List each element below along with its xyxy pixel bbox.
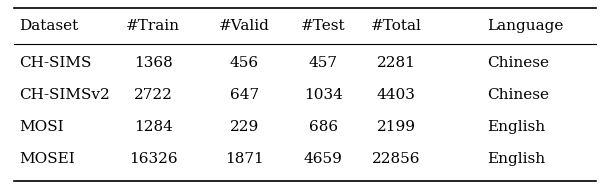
Text: 4659: 4659 — [304, 152, 343, 166]
Text: 647: 647 — [230, 88, 259, 102]
Text: 1034: 1034 — [304, 88, 343, 102]
Text: 456: 456 — [230, 56, 259, 70]
Text: #Total: #Total — [371, 19, 422, 33]
Text: 1871: 1871 — [225, 152, 264, 166]
Text: Chinese: Chinese — [487, 56, 549, 70]
Text: 22856: 22856 — [372, 152, 420, 166]
Text: 457: 457 — [309, 56, 338, 70]
Text: MOSI: MOSI — [20, 120, 64, 134]
Text: #Test: #Test — [301, 19, 345, 33]
Text: 2281: 2281 — [376, 56, 415, 70]
Text: 2199: 2199 — [376, 120, 415, 134]
Text: MOSEI: MOSEI — [20, 152, 76, 166]
Text: 16326: 16326 — [129, 152, 178, 166]
Text: 229: 229 — [229, 120, 259, 134]
Text: #Valid: #Valid — [219, 19, 270, 33]
Text: 1368: 1368 — [134, 56, 173, 70]
Text: 4403: 4403 — [376, 88, 415, 102]
Text: CH-SIMSv2: CH-SIMSv2 — [20, 88, 110, 102]
Text: English: English — [487, 120, 545, 134]
Text: Dataset: Dataset — [20, 19, 79, 33]
Text: 686: 686 — [309, 120, 338, 134]
Text: #Train: #Train — [126, 19, 180, 33]
Text: 2722: 2722 — [134, 88, 173, 102]
Text: English: English — [487, 152, 545, 166]
Text: CH-SIMS: CH-SIMS — [20, 56, 92, 70]
Text: Chinese: Chinese — [487, 88, 549, 102]
Text: Language: Language — [487, 19, 564, 33]
Text: 1284: 1284 — [134, 120, 173, 134]
